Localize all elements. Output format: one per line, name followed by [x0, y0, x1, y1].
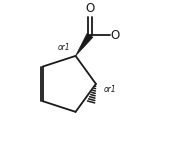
Text: O: O [110, 29, 120, 42]
Polygon shape [76, 33, 93, 56]
Text: O: O [85, 2, 95, 14]
Text: or1: or1 [57, 43, 70, 52]
Text: or1: or1 [104, 85, 116, 94]
